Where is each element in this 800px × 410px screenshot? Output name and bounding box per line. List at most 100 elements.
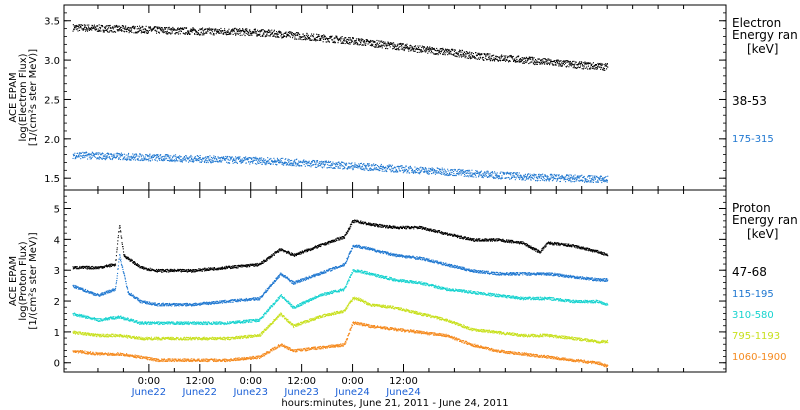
data-point	[116, 29, 118, 31]
data-point	[262, 159, 264, 161]
data-point	[575, 177, 577, 179]
data-point	[473, 55, 475, 57]
data-point	[531, 61, 533, 63]
data-point	[142, 159, 144, 161]
data-point	[98, 266, 100, 268]
data-point	[477, 52, 479, 54]
data-point	[420, 51, 422, 53]
data-point	[504, 56, 506, 58]
data-point	[73, 267, 75, 269]
data-point	[131, 157, 133, 159]
data-point	[156, 26, 158, 28]
data-point	[503, 55, 505, 57]
data-point	[161, 31, 163, 33]
data-point	[126, 256, 128, 258]
data-point	[505, 60, 507, 62]
data-point	[161, 27, 163, 29]
data-point	[240, 266, 242, 268]
data-point	[268, 256, 270, 258]
data-point	[112, 26, 114, 28]
data-point	[166, 30, 168, 32]
data-point	[332, 161, 334, 163]
data-point	[192, 27, 194, 29]
data-point	[202, 270, 204, 272]
data-point	[126, 31, 128, 33]
data-point	[141, 154, 143, 156]
data-point	[435, 53, 437, 55]
data-point	[567, 177, 569, 179]
data-point	[556, 178, 558, 180]
data-point	[362, 222, 364, 224]
data-point	[396, 227, 398, 229]
data-point	[298, 164, 300, 166]
data-point	[248, 266, 250, 268]
data-point	[82, 267, 84, 269]
data-point	[142, 268, 144, 270]
data-point	[509, 55, 511, 57]
data-point	[534, 62, 536, 64]
data-point	[229, 162, 231, 164]
data-point	[210, 267, 212, 269]
data-point	[158, 156, 160, 158]
data-point	[400, 165, 402, 167]
data-point	[88, 268, 90, 270]
data-point	[365, 166, 367, 168]
data-point	[495, 177, 497, 179]
data-point	[382, 166, 384, 168]
data-point	[154, 26, 156, 28]
data-point	[101, 25, 103, 27]
data-point	[298, 161, 300, 163]
data-point	[361, 222, 363, 224]
data-point	[455, 55, 457, 57]
data-point	[134, 157, 136, 159]
data-point	[515, 60, 517, 62]
data-point	[495, 175, 497, 177]
data-point	[237, 33, 239, 35]
data-point	[486, 172, 488, 174]
data-point	[378, 46, 380, 48]
data-point	[570, 181, 572, 183]
data-point	[156, 32, 158, 34]
data-point	[180, 159, 182, 161]
data-point	[262, 29, 264, 31]
data-point	[194, 158, 196, 160]
data-point	[190, 269, 192, 271]
data-point	[369, 167, 371, 169]
data-point	[255, 159, 257, 161]
data-point	[93, 155, 95, 157]
data-point	[605, 65, 607, 67]
data-point	[81, 266, 83, 268]
data-point	[463, 172, 465, 174]
data-point	[250, 157, 252, 159]
data-point	[340, 237, 342, 239]
data-point	[462, 55, 464, 57]
data-point	[498, 175, 500, 177]
data-point	[266, 160, 268, 162]
data-point	[270, 34, 272, 36]
data-point	[366, 168, 368, 170]
data-point	[74, 25, 76, 27]
data-point	[316, 33, 318, 35]
data-point	[356, 165, 358, 167]
data-point	[355, 221, 357, 223]
data-point	[562, 176, 564, 178]
data-point	[606, 181, 608, 183]
data-point	[130, 260, 132, 262]
data-point	[562, 177, 564, 179]
data-point	[213, 269, 215, 271]
data-point	[239, 160, 241, 162]
data-point	[155, 271, 157, 273]
data-point	[340, 36, 342, 38]
data-point	[319, 243, 321, 245]
data-point	[241, 264, 243, 266]
data-point	[196, 30, 198, 32]
data-point	[375, 167, 377, 169]
data-point	[385, 227, 387, 229]
data-point	[431, 50, 433, 52]
data-point	[560, 176, 562, 178]
data-point	[108, 264, 110, 266]
data-point	[511, 176, 513, 178]
data-point	[463, 54, 465, 56]
data-point	[391, 167, 393, 169]
data-point	[200, 31, 202, 33]
